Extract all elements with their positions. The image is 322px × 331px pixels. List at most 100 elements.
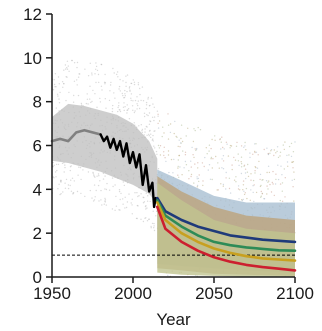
scatter-point [133, 83, 136, 86]
scatter-point [66, 68, 69, 70]
scatter-point [128, 87, 131, 89]
scatter-point [178, 154, 181, 157]
scatter-point [72, 192, 75, 194]
scatter-point [118, 190, 121, 193]
scatter-point [73, 180, 76, 182]
scatter-point [211, 167, 213, 169]
scatter-point [147, 96, 149, 99]
scatter-point [106, 182, 108, 185]
scatter-point [126, 90, 128, 93]
scatter-point [148, 130, 151, 132]
scatter-point [244, 141, 246, 144]
scatter-point [190, 166, 192, 168]
scatter-point [80, 192, 82, 195]
scatter-point [70, 165, 72, 167]
scatter-point [243, 193, 246, 196]
scatter-point [272, 183, 274, 185]
scatter-point [54, 73, 57, 75]
scatter-point [240, 161, 242, 163]
scatter-point [144, 131, 146, 133]
scatter-point [87, 103, 89, 105]
scatter-point [97, 173, 100, 175]
scatter-point [146, 200, 149, 202]
scatter-point [126, 109, 128, 112]
scatter-point [167, 124, 170, 126]
scatter-point [111, 108, 114, 110]
scatter-point [153, 119, 155, 122]
scatter-point [172, 172, 174, 174]
series-line-3 [156, 196, 297, 244]
scatter-point [188, 170, 190, 172]
scatter-point [95, 62, 97, 64]
scatter-point [130, 99, 132, 102]
scatter-point [277, 164, 279, 166]
scatter-point [201, 162, 204, 164]
scatter-point [93, 199, 96, 201]
scatter-point [194, 129, 196, 132]
scatter-point [140, 193, 142, 195]
scatter-point [173, 158, 175, 161]
scatter-point [183, 167, 185, 169]
scatter-point [266, 171, 268, 174]
scatter-point [119, 209, 121, 211]
scatter-point [143, 196, 145, 199]
scatter-point [118, 209, 120, 211]
scatter-point [154, 147, 156, 149]
scatter-point [148, 123, 151, 126]
scatter-point [91, 74, 93, 76]
scatter-point [180, 137, 182, 140]
scatter-point [132, 109, 134, 112]
scatter-point [173, 132, 175, 135]
scatter-point [111, 208, 114, 210]
scatter-point [56, 169, 58, 172]
scatter-point [267, 165, 270, 167]
scatter-point [64, 64, 67, 66]
scatter-point [260, 196, 262, 198]
scatter-point [156, 210, 158, 212]
scatter-point [94, 196, 96, 198]
scatter-point [274, 183, 277, 185]
scatter-point [215, 155, 217, 158]
scatter-point [69, 169, 72, 172]
scatter-point [95, 68, 97, 71]
scatter-point [123, 96, 126, 99]
scatter-point [294, 141, 296, 143]
scatter-point [271, 181, 273, 184]
scatter-point [279, 183, 282, 185]
y-ticks: 0 2 4 6 8 10 12 [23, 5, 52, 287]
scatter-point [68, 70, 70, 73]
scatter-point [225, 177, 227, 179]
scatter-point [86, 93, 88, 95]
scatter-point [104, 188, 106, 190]
scatter-point [98, 81, 100, 84]
scatter-point [246, 171, 249, 173]
scatter-point [275, 152, 277, 154]
scatter-point [266, 193, 268, 195]
scatter-point [92, 172, 94, 174]
scatter-point [161, 135, 163, 138]
scatter-point [53, 83, 56, 86]
scatter-point [157, 122, 159, 125]
scatter-point [131, 198, 133, 200]
scatter-point [277, 156, 280, 159]
scatter-point [178, 176, 180, 178]
scatter-point [121, 92, 124, 95]
scatter-point [277, 178, 280, 181]
scatter-point [117, 106, 119, 109]
scatter-point [280, 165, 282, 167]
scatter-point [149, 129, 151, 132]
scatter-point [231, 164, 233, 166]
scatter-point [181, 140, 184, 143]
scatter-point [252, 185, 254, 187]
scatter-point [276, 146, 279, 148]
scatter-point [62, 191, 64, 193]
scatter-point [141, 131, 144, 134]
scatter-point [260, 195, 262, 197]
scatter-point [283, 148, 285, 151]
scatter-point [153, 130, 155, 132]
scatter-point [287, 165, 289, 167]
scatter-point [233, 156, 235, 159]
scatter-point [244, 172, 247, 174]
scatter-point [144, 217, 146, 219]
scatter-point [194, 163, 196, 165]
